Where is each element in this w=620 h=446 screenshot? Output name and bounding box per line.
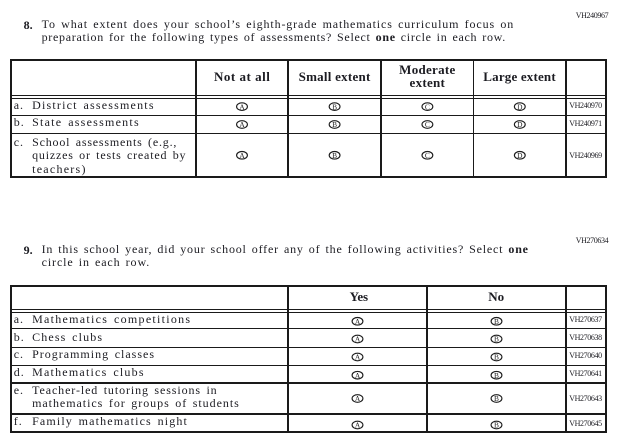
- svg-text:D: D: [517, 120, 523, 129]
- svg-text:C: C: [425, 120, 430, 129]
- svg-text:B: B: [494, 335, 499, 344]
- svg-text:A: A: [355, 371, 361, 380]
- svg-text:A: A: [239, 151, 245, 160]
- svg-text:D: D: [517, 151, 523, 160]
- svg-text:B: B: [494, 371, 499, 380]
- svg-text:B: B: [494, 353, 499, 362]
- svg-text:A: A: [355, 394, 361, 403]
- svg-text:A: A: [355, 335, 361, 344]
- svg-text:A: A: [355, 317, 361, 326]
- svg-text:A: A: [239, 120, 245, 129]
- svg-text:B: B: [332, 102, 337, 111]
- svg-text:A: A: [355, 353, 361, 362]
- svg-text:B: B: [494, 394, 499, 403]
- svg-text:D: D: [517, 102, 523, 111]
- svg-text:B: B: [494, 317, 499, 326]
- svg-text:B: B: [494, 421, 499, 430]
- svg-text:B: B: [332, 120, 337, 129]
- svg-text:C: C: [425, 102, 430, 111]
- svg-text:C: C: [425, 151, 430, 160]
- svg-text:A: A: [239, 102, 245, 111]
- svg-text:B: B: [332, 151, 337, 160]
- svg-text:A: A: [355, 421, 361, 430]
